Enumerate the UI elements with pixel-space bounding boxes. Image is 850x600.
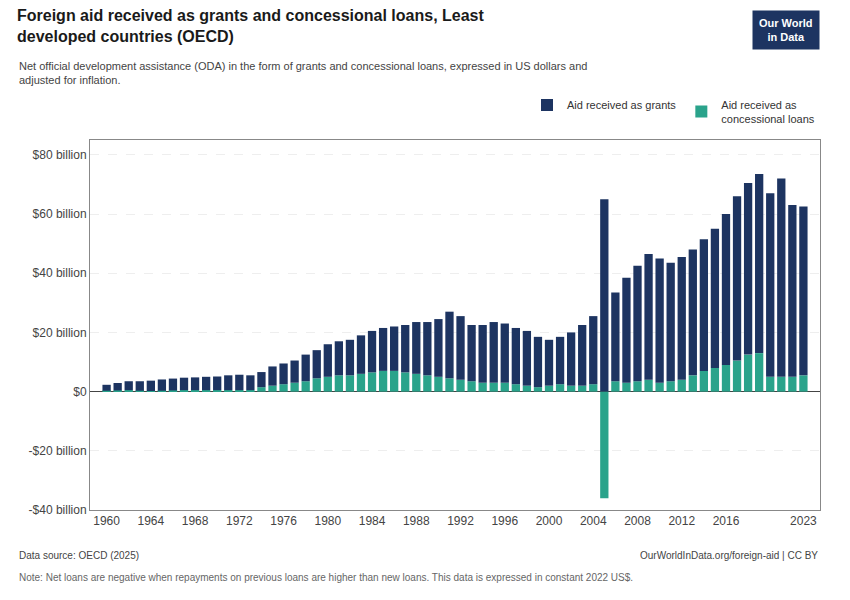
svg-text:2008: 2008 — [624, 514, 651, 528]
svg-text:1972: 1972 — [226, 514, 253, 528]
svg-text:Foreign aid received as grants: Foreign aid received as grants and conce… — [17, 7, 485, 45]
svg-text:-$40 billion: -$40 billion — [29, 503, 87, 517]
svg-text:2000: 2000 — [536, 514, 563, 528]
svg-text:OurWorldInData.org/foreign-aid: OurWorldInData.org/foreign-aid | CC BY — [640, 550, 818, 561]
svg-text:Aid received as grants: Aid received as grants — [567, 99, 676, 111]
svg-text:1984: 1984 — [359, 514, 386, 528]
svg-text:Our Worldin Data: Our Worldin Data — [759, 17, 813, 43]
svg-text:Data source: OECD (2025): Data source: OECD (2025) — [19, 550, 139, 561]
svg-text:$0: $0 — [73, 385, 87, 399]
svg-text:1992: 1992 — [447, 514, 474, 528]
svg-text:1960: 1960 — [93, 514, 120, 528]
svg-text:Net official development assis: Net official development assistance (ODA… — [19, 60, 587, 86]
svg-text:Aid received asconcessional lo: Aid received asconcessional loans — [721, 99, 814, 125]
svg-text:1964: 1964 — [137, 514, 164, 528]
svg-text:1976: 1976 — [270, 514, 297, 528]
svg-text:Note: Net loans are negative w: Note: Net loans are negative when repaym… — [19, 572, 633, 583]
svg-text:2023: 2023 — [790, 514, 817, 528]
svg-text:1980: 1980 — [314, 514, 341, 528]
svg-text:2016: 2016 — [713, 514, 740, 528]
svg-text:$20 billion: $20 billion — [33, 326, 87, 340]
svg-text:$60 billion: $60 billion — [33, 207, 87, 221]
svg-text:2004: 2004 — [580, 514, 607, 528]
svg-text:1996: 1996 — [491, 514, 518, 528]
svg-text:2012: 2012 — [668, 514, 695, 528]
svg-text:1988: 1988 — [403, 514, 430, 528]
svg-text:1968: 1968 — [182, 514, 209, 528]
svg-text:$80 billion: $80 billion — [33, 148, 87, 162]
svg-text:$40 billion: $40 billion — [33, 266, 87, 280]
svg-text:-$20 billion: -$20 billion — [29, 444, 87, 458]
